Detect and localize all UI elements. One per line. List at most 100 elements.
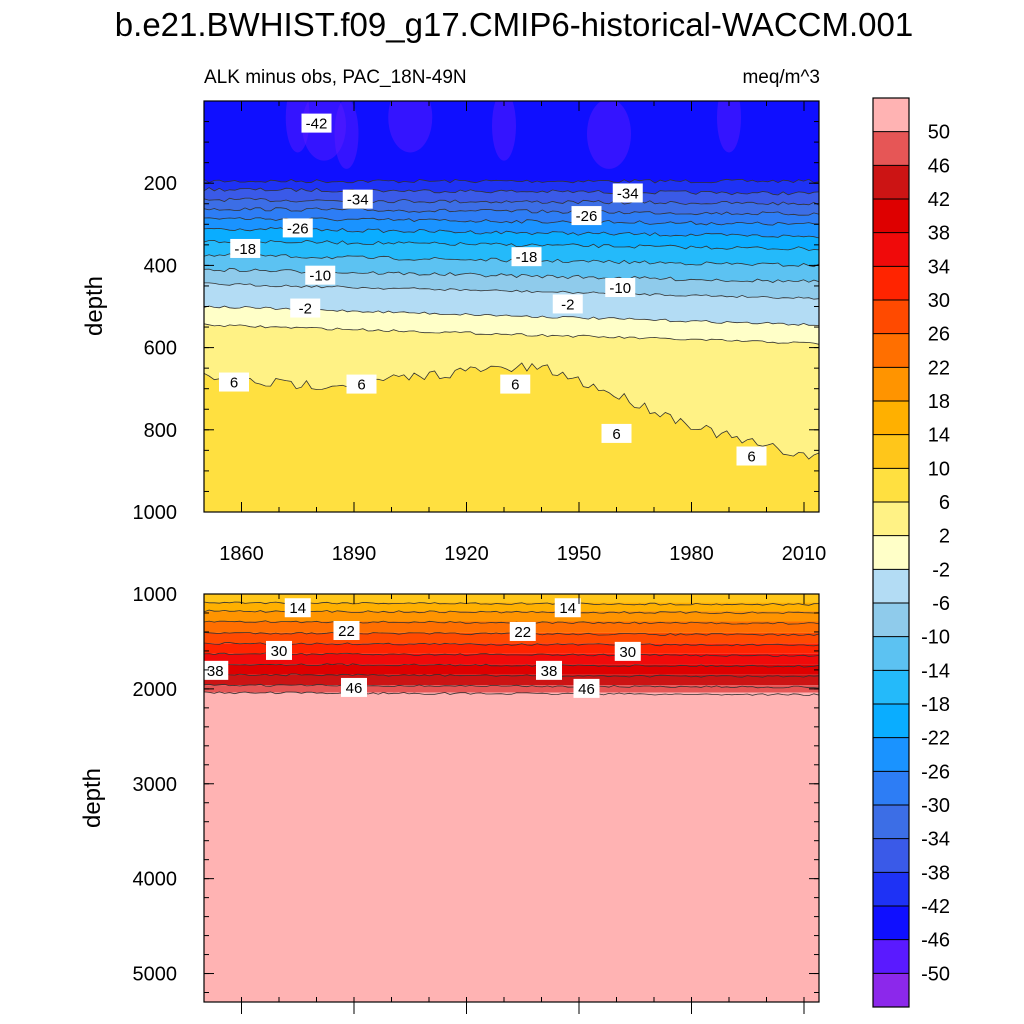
band-fill — [587, 101, 631, 169]
band-fill — [492, 101, 516, 161]
contour-label-box — [230, 238, 261, 258]
contour-label: -42 — [301, 113, 332, 133]
x-tick-label: 1890 — [332, 543, 377, 565]
y-tick-label: 800 — [144, 420, 177, 442]
colorbar-swatch — [873, 872, 909, 907]
contour-label-box — [500, 374, 531, 394]
contour-label-box — [346, 374, 377, 394]
contour-label-box — [736, 446, 767, 466]
colorbar-swatch — [873, 636, 909, 671]
colorbar-swatch — [873, 199, 909, 234]
band-fill — [204, 653, 819, 665]
contour-label: 22 — [333, 621, 360, 641]
colorbar-label: 14 — [928, 425, 950, 447]
contour-label: 30 — [266, 640, 292, 660]
contour-label-box — [573, 678, 600, 698]
y-tick-label: 600 — [144, 338, 177, 360]
colorbar-label: -22 — [921, 728, 950, 750]
colorbar-label: 34 — [928, 256, 950, 278]
contour-label-box — [202, 660, 229, 680]
contour-label: 6 — [346, 374, 377, 394]
contour-label: -2 — [552, 294, 583, 314]
band-fill — [204, 602, 819, 612]
contour-label-box — [266, 640, 292, 660]
contour-label-text: -2 — [561, 296, 574, 313]
contour-label-text: 14 — [289, 600, 306, 617]
contour-label-text: 6 — [747, 449, 755, 466]
colorbar-frame — [872, 97, 910, 1008]
lower-y-axis-label: depth — [79, 768, 106, 828]
colorbar-label: -26 — [921, 761, 950, 783]
contour-label-text: -34 — [617, 185, 639, 202]
x-tick-label: 1950 — [557, 543, 602, 565]
left-subtitle: ALK minus obs, PAC_18N-49N — [204, 67, 467, 88]
colorbar-swatch — [873, 131, 909, 166]
contour-label: 46 — [341, 677, 367, 697]
contour-line — [204, 282, 819, 300]
contour-line — [204, 323, 819, 345]
upper-y-axis-label: depth — [81, 276, 108, 336]
contour-label-text: -26 — [287, 220, 309, 237]
y-tick-label: 3000 — [133, 774, 178, 796]
colorbar-swatch — [873, 98, 909, 133]
contour-label: 6 — [500, 374, 531, 394]
contour-label-box — [305, 265, 336, 285]
contour-label-text: 30 — [271, 643, 288, 660]
colorbar-label: 2 — [939, 526, 950, 548]
contour-label-box — [536, 660, 562, 680]
y-tick-label: 5000 — [133, 964, 178, 986]
contour-label: -26 — [571, 206, 602, 226]
colorbar-label: -18 — [921, 694, 950, 716]
colorbar-swatch — [873, 535, 909, 570]
colorbar-swatch — [873, 300, 909, 335]
contour-line — [204, 178, 819, 184]
chart-title: b.e21.BWHIST.f09_g17.CMIP6-historical-WA… — [115, 6, 913, 43]
y-tick-label: 1000 — [133, 584, 178, 606]
contour-line — [204, 207, 819, 216]
colorbar-label: 26 — [928, 324, 950, 346]
contour-label: -18 — [230, 238, 261, 258]
colorbar-label: -6 — [932, 593, 950, 615]
contour-label: 22 — [509, 621, 536, 641]
colorbar-swatch — [873, 333, 909, 368]
band-fill — [204, 664, 819, 675]
contour-label: -34 — [342, 189, 373, 209]
contour-label-box — [284, 598, 311, 618]
band-fill — [204, 685, 819, 693]
contour-label-text: -10 — [609, 280, 631, 297]
contour-label-box — [571, 206, 602, 226]
contour-label: -10 — [605, 278, 636, 298]
colorbar-swatch — [873, 973, 909, 1008]
y-tick-label: 2000 — [133, 679, 178, 701]
colorbar-label: 38 — [928, 223, 950, 245]
contour-label-box — [341, 677, 367, 697]
contour-label-text: 22 — [338, 623, 355, 640]
upper-depth-panel: -42-34 -34-26-26-18 -18-10-10-2 -26 6 666 186… — [81, 100, 826, 565]
x-tick-label: 1920 — [444, 543, 489, 565]
contour-label-text: -26 — [576, 208, 598, 225]
contour-line — [204, 187, 819, 196]
contour-label: 6 — [736, 446, 767, 466]
contour-label-text: 38 — [541, 663, 558, 680]
contour-line — [204, 673, 819, 678]
colorbar-label: 42 — [928, 189, 950, 211]
colorbar-swatch — [873, 266, 909, 301]
contour-label-box — [614, 641, 641, 661]
colorbar-label: -14 — [921, 660, 950, 682]
band-fill — [388, 101, 433, 153]
contour-label-text: 6 — [230, 375, 238, 392]
contour-label-box — [509, 621, 536, 641]
contour-label: -2 — [290, 298, 321, 318]
contour-line — [204, 683, 819, 689]
upper-contour-labels: -42-34 -34-26-26-18 -18-10-10-2 -26 6 666 — [219, 113, 767, 466]
contour-label-text: 38 — [207, 663, 224, 680]
colorbar-label: 46 — [928, 155, 950, 177]
contour-label-text: 22 — [514, 624, 531, 641]
contour-label: -18 — [511, 247, 542, 267]
colorbar-swatch — [873, 670, 909, 705]
contour-label-box — [282, 218, 313, 238]
contour-label-box — [511, 247, 542, 267]
contour-label-text: -18 — [234, 241, 256, 258]
contour-label-text: 46 — [578, 681, 595, 698]
